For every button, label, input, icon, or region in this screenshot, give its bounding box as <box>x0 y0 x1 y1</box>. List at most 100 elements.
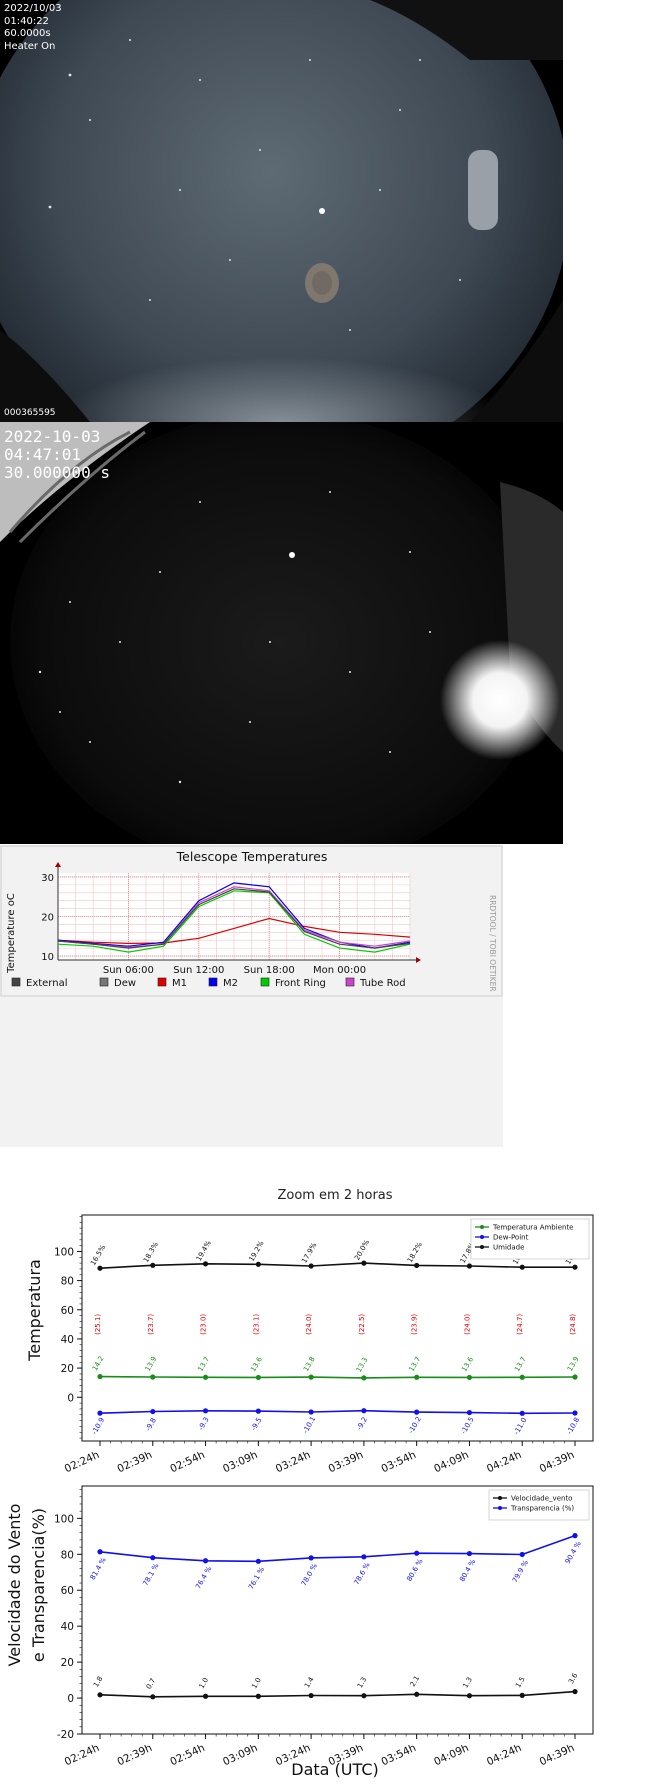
point-temperatura-ambiente <box>308 1374 314 1380</box>
telescope-y-arrow <box>55 862 61 867</box>
allsky-1-exposure: 60.0000s <box>4 28 51 39</box>
x-tick-label: 02:24h <box>63 1449 102 1475</box>
point-umidade <box>255 1261 261 1267</box>
legend-label: Temperatura Ambiente <box>492 1224 574 1232</box>
point-velocidade-vento <box>255 1693 261 1699</box>
point-transparencia- <box>466 1550 473 1557</box>
point-transparencia- <box>519 1551 525 1558</box>
point-umidade <box>519 1264 525 1270</box>
point-velocidade-vento <box>97 1692 103 1698</box>
point-velocidade-vento <box>572 1688 578 1695</box>
x-tick-label: 04:09h <box>432 1742 471 1768</box>
telescope-x-tick-label: Sun 06:00 <box>103 965 154 976</box>
annotation-label: (23.0) <box>200 1314 208 1335</box>
bright-star <box>319 208 325 214</box>
telescope-legend: External Dew M1 M2 Front Ring Tube Rod <box>11 977 406 989</box>
point-temperatura-ambiente <box>519 1374 525 1380</box>
zoom-2h-charts: Zoom em 2 horas 0 20 40 60 80 100 02:24h 02:39h… <box>0 1185 650 1783</box>
wind-transparency-chart: -20 0 20 40 60 80 100 02:24h 02:39h 02:54h 03:09h 0… <box>54 1485 594 1768</box>
x-tick-label: 04:39h <box>538 1449 577 1475</box>
point-temperatura-ambiente <box>466 1374 473 1381</box>
annotation-label: (24.0) <box>463 1314 471 1335</box>
point-umidade <box>361 1260 367 1266</box>
x-tick-label: 02:54h <box>168 1449 207 1475</box>
y-tick-label: -20 <box>57 1729 74 1741</box>
temperature-ylabel: Temperatura <box>25 1259 44 1362</box>
point-transparencia- <box>308 1555 314 1561</box>
telescope-ylabel: Temperature oC <box>6 893 17 974</box>
point-velocidade-vento <box>150 1694 156 1700</box>
y-tick-label: 80 <box>61 1549 74 1561</box>
point-umidade <box>202 1261 209 1267</box>
legend-label: Velocidade_vento <box>511 1495 572 1503</box>
x-tick-label: 02:54h <box>168 1742 207 1768</box>
legend-marker <box>498 1506 502 1510</box>
allsky-1-date: 2022/10/03 <box>4 3 62 14</box>
series-line-umidade <box>99 1262 575 1269</box>
allsky-2-date: 2022-10-03 <box>4 427 101 446</box>
telescope-line-front-ring <box>57 890 411 953</box>
x-tick-label: 02:39h <box>116 1742 155 1768</box>
x-tick-label: 02:39h <box>116 1449 155 1475</box>
telescope-x-ticks: Sun 06:00 Sun 12:00 Sun 18:00 Mon 00:00 <box>103 965 366 976</box>
telescope-line-m2 <box>57 882 411 949</box>
y-tick-label: 100 <box>54 1513 74 1525</box>
y-tick-label: 100 <box>54 1246 74 1258</box>
legend-marker <box>480 1235 484 1239</box>
x-tick-label: 04:24h <box>485 1742 524 1768</box>
wind-ylabel-line1: Velocidade do Vento <box>5 1504 24 1667</box>
point-umidade <box>150 1262 156 1268</box>
telescope-y-tick-label: 10 <box>41 952 54 963</box>
annotation-label: (24.8) <box>569 1314 577 1335</box>
x-tick-label: 03:24h <box>274 1449 313 1475</box>
telescope-title: Telescope Temperatures <box>176 849 328 864</box>
y-tick-label: 60 <box>61 1585 74 1597</box>
annotation-label: (24.0) <box>305 1314 313 1335</box>
allsky-1-frame-id: 000365595 <box>4 408 56 418</box>
telescope-series <box>57 882 411 953</box>
point-transparencia- <box>150 1555 156 1561</box>
telescope-line-external <box>57 888 411 949</box>
annotation-label: (23.1) <box>252 1314 260 1335</box>
zoom-chart-svg: Zoom em 2 horas 0 20 40 60 80 100 02:24h 02:39h… <box>5 1188 594 1779</box>
point-temperatura-ambiente <box>572 1374 578 1380</box>
point-velocidade-vento <box>308 1692 314 1699</box>
point-umidade <box>308 1263 314 1269</box>
point-temperatura-ambiente <box>150 1374 156 1380</box>
allsky-2-exposure: 30.000000 s <box>4 463 110 482</box>
y-tick-label: 0 <box>67 1693 74 1705</box>
telescope-legend-swatch <box>99 977 109 987</box>
telescope-legend-label: Dew <box>114 978 136 989</box>
y-tick-label: 40 <box>61 1334 74 1346</box>
allsky-2-time: 04:47:01 <box>4 445 82 464</box>
x-tick-label: 04:09h <box>432 1449 471 1475</box>
telescope-x-tick-label: Mon 00:00 <box>313 965 366 976</box>
point-temperatura-ambiente <box>202 1374 209 1380</box>
telescope-legend-label: Front Ring <box>275 978 326 989</box>
point-transparencia- <box>255 1558 261 1564</box>
allsky-1-heater-status: Heater On <box>4 40 56 52</box>
point-temperatura-ambiente <box>97 1373 103 1380</box>
point-velocidade-vento <box>202 1693 209 1699</box>
zoom-title: Zoom em 2 horas <box>277 1188 392 1203</box>
legend-marker <box>498 1496 502 1500</box>
x-tick-label: 04:39h <box>538 1742 577 1768</box>
telescope-temperatures-chart: Telescope Temperatures Temperature oC RR… <box>0 845 503 1147</box>
x-tick-label: 04:24h <box>485 1449 524 1475</box>
y-tick-label: 80 <box>61 1276 74 1288</box>
y-tick-label: 20 <box>61 1657 74 1669</box>
point-dew-point <box>97 1410 103 1416</box>
allsky-2-overlay: 2022-10-03 04:47:01 30.000000 s <box>4 428 110 482</box>
x-tick-label: 02:24h <box>63 1742 102 1768</box>
annotation-label: (23.9) <box>411 1314 419 1335</box>
point-temperatura-ambiente <box>255 1374 261 1381</box>
point-dew-point <box>519 1410 525 1416</box>
series-line-transparencia- <box>99 1534 576 1563</box>
point-dew-point <box>414 1409 420 1415</box>
allsky-2-render <box>0 422 563 844</box>
x-tick-label: 03:09h <box>221 1449 260 1475</box>
telescope-legend-label: External <box>26 978 68 989</box>
legend-label: Transparencia (%) <box>510 1505 574 1513</box>
telescope-grid <box>55 862 421 963</box>
telescope-y-tick-label: 20 <box>41 913 54 924</box>
